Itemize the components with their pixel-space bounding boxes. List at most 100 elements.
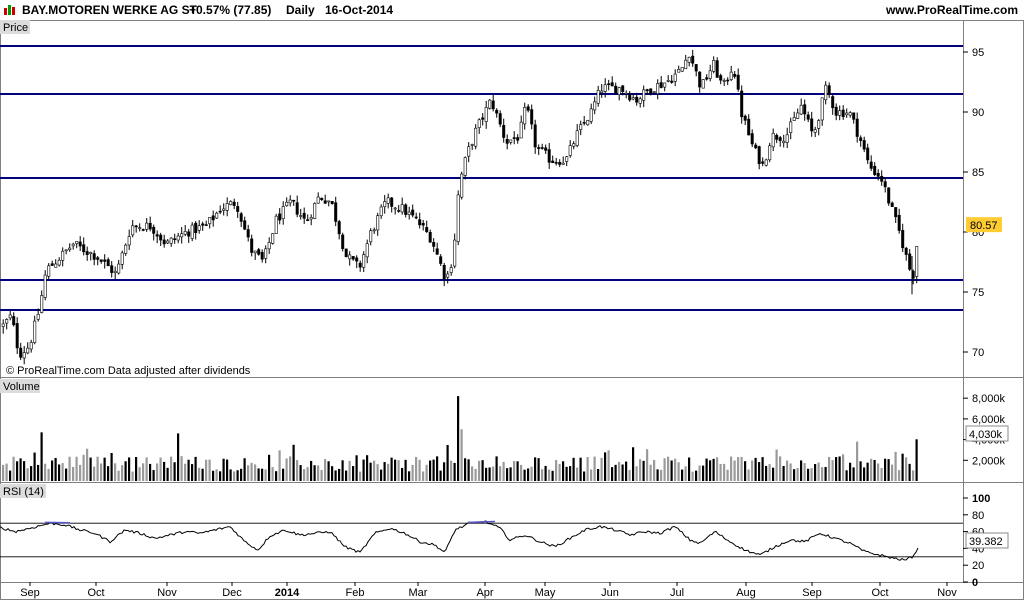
candle-body <box>421 222 425 226</box>
candle-body <box>817 120 821 129</box>
volume-bar <box>611 467 614 481</box>
volume-bar <box>303 469 306 481</box>
volume-bar <box>93 466 96 481</box>
volume-bar <box>705 458 708 481</box>
candle-body <box>883 181 887 188</box>
candle-body <box>502 125 506 138</box>
candle-body <box>295 202 299 215</box>
candle-body <box>306 219 310 221</box>
volume-bar <box>548 469 551 481</box>
candle-body <box>211 215 215 221</box>
candle-body <box>92 253 96 260</box>
x-tick-label: Sep <box>802 587 822 599</box>
price-tick-label: 95 <box>972 47 984 59</box>
candle <box>113 266 117 280</box>
candle <box>124 243 128 256</box>
candle <box>754 142 758 150</box>
candle <box>19 342 23 360</box>
volume-bar <box>341 460 344 481</box>
candle <box>425 220 429 233</box>
candle <box>68 243 72 252</box>
volume-bar <box>779 456 782 481</box>
candle-body <box>50 263 54 266</box>
candle <box>656 79 660 100</box>
candle-body <box>222 208 226 211</box>
candle-body <box>271 233 275 244</box>
candle-body <box>880 175 884 182</box>
rsi-tick-label: 80 <box>972 510 984 522</box>
candle-body <box>589 108 593 122</box>
candle <box>36 308 40 322</box>
candle-body <box>866 147 870 161</box>
candle <box>78 236 82 251</box>
candle-body <box>474 127 478 147</box>
volume-bar <box>625 461 628 481</box>
volume-bar <box>40 432 43 481</box>
volume-bar <box>663 458 666 481</box>
candle <box>894 207 898 223</box>
candle <box>747 114 751 136</box>
volume-bar <box>586 457 589 481</box>
volume-bar <box>170 456 173 481</box>
volume-bar <box>96 456 99 481</box>
candle <box>271 233 275 245</box>
candle <box>516 134 520 144</box>
candle-body <box>292 199 296 202</box>
candle <box>593 96 597 115</box>
candle <box>579 120 583 136</box>
volume-bar <box>460 429 463 481</box>
candle <box>771 128 775 152</box>
volume-bar <box>418 459 421 481</box>
volume-bar <box>915 439 918 481</box>
volume-bar <box>401 467 404 481</box>
candle <box>197 220 201 234</box>
candle <box>813 126 817 138</box>
volume-bar <box>870 458 873 481</box>
volume-bar <box>457 396 460 481</box>
volume-bar <box>891 464 894 481</box>
volume-bar <box>275 471 278 481</box>
candle <box>624 90 628 99</box>
candle-body <box>537 147 541 149</box>
volume-bar <box>887 459 890 481</box>
volume-bar <box>72 466 75 481</box>
volume-bar <box>593 456 596 481</box>
volume-bar <box>222 458 225 481</box>
candle <box>869 155 873 171</box>
candle-body <box>218 210 222 213</box>
candle <box>820 97 824 126</box>
volume-bar <box>100 463 103 481</box>
volume-bar <box>838 456 841 481</box>
candle-body <box>715 60 719 78</box>
candle <box>782 134 786 148</box>
candle-body <box>642 89 646 101</box>
volume-bar <box>191 464 194 481</box>
volume-bar <box>422 471 425 481</box>
period-label: Daily <box>286 3 315 17</box>
candle-body <box>320 197 324 200</box>
x-tick-label: Oct <box>87 587 104 599</box>
volume-bar <box>551 470 554 481</box>
candle <box>222 203 226 216</box>
candle <box>866 143 870 164</box>
candle-body <box>22 352 26 359</box>
volume-bar <box>632 447 635 481</box>
volume-bar <box>117 470 120 481</box>
candle <box>379 204 383 219</box>
candle <box>187 228 191 243</box>
candle-body <box>666 80 670 82</box>
candle-body <box>617 87 621 95</box>
volume-bar <box>810 468 813 481</box>
candle <box>890 201 894 207</box>
volume-bar <box>359 471 362 481</box>
volume-bar <box>296 460 299 481</box>
candle <box>792 111 796 121</box>
volume-bar <box>572 457 575 481</box>
volume-bar <box>19 458 22 481</box>
volume-bar <box>474 468 477 481</box>
candle <box>544 144 548 154</box>
volume-bar <box>107 466 110 481</box>
volume-bar <box>404 459 407 481</box>
volume-bar <box>471 466 474 481</box>
candle-body <box>176 235 180 241</box>
